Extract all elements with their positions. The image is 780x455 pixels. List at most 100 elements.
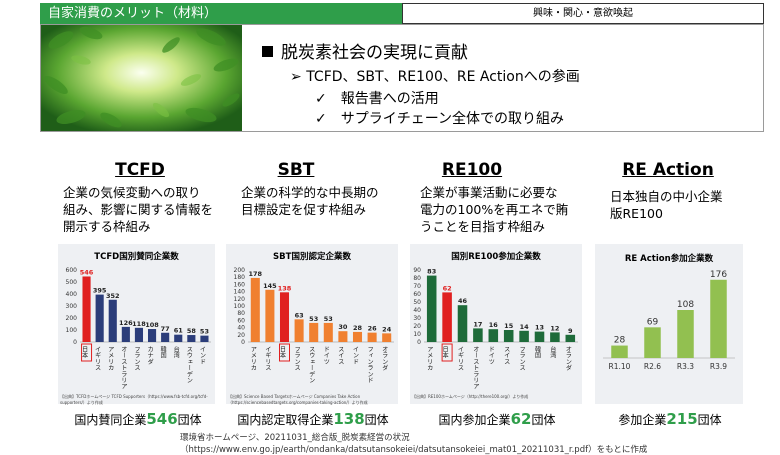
data-label: 145 — [263, 282, 277, 290]
bar — [174, 334, 183, 342]
data-label: 138 — [278, 284, 292, 292]
x-tick-label: インド — [198, 346, 205, 365]
chart-source: 【出典】Science Based Targetsホームページ Companie… — [228, 394, 368, 405]
y-tick-label: 70 — [413, 283, 421, 290]
banner-check-item: ✓ 報告書への活用 — [315, 91, 439, 107]
x-tick-label: フィンランド — [366, 346, 373, 383]
column-title-tcfd: TCFD — [115, 160, 165, 180]
x-tick-label: オランダ — [381, 346, 388, 372]
x-tick-label: R2.6 — [644, 362, 661, 371]
chart-source: 【出典】TCFDホームページ TCFD Supporters（https://w… — [60, 394, 208, 405]
column-footer-tcfd: 国内賛同企業546団体 — [74, 410, 202, 428]
y-tick-label: 80 — [413, 275, 421, 282]
x-tick-label: アメリカ — [426, 346, 433, 371]
y-tick-label: 60 — [237, 317, 245, 324]
bar — [338, 331, 348, 342]
bar — [352, 331, 363, 342]
x-tick-label: ドイツ — [322, 346, 329, 365]
data-label: 24 — [382, 325, 392, 333]
column-footer-re-action: 参加企業215団体 — [618, 410, 722, 428]
chart-re-action: 28 R1.10 69 R2.6 108 R3.3 176 R3.9 — [603, 270, 735, 371]
highlight-box — [81, 343, 93, 362]
y-tick-label: 180 — [234, 274, 246, 281]
data-label: 108 — [145, 321, 159, 329]
bar — [121, 326, 130, 342]
section-subtitle: 興味・関心・意欲喚起 — [402, 3, 764, 24]
x-tick-label: フランス — [518, 346, 525, 371]
data-label: 126 — [119, 319, 133, 327]
x-tick-label: イギリス — [94, 346, 101, 371]
bar — [134, 327, 144, 342]
bar — [565, 334, 576, 342]
arrow-bullet-icon: ➢ — [290, 69, 302, 85]
column-footer-sbt: 国内認定取得企業138団体 — [237, 410, 389, 428]
chart-tcfd: 0 100 200 300 400 500 600 546 日本 395 イギリス 352 アメリカ 12… — [66, 267, 211, 390]
data-label: 53 — [324, 315, 333, 323]
bar — [426, 275, 437, 342]
y-tick-label: 60 — [413, 291, 421, 298]
data-label: 118 — [132, 320, 146, 328]
x-tick-label: オーストラリア — [120, 346, 127, 390]
bar — [294, 319, 304, 342]
data-label: 30 — [338, 323, 348, 331]
bar — [519, 330, 529, 342]
data-label: 14 — [520, 323, 530, 331]
data-label: 178 — [249, 270, 263, 278]
bar — [534, 331, 545, 342]
x-tick-label: 日本 — [441, 346, 448, 360]
x-tick-label: オランダ — [564, 346, 571, 372]
data-label: 46 — [458, 297, 468, 305]
banner-check-item: ✓ サプライチェーン全体での取り組み — [315, 111, 565, 127]
data-label: 15 — [504, 322, 514, 330]
x-tick-label: アメリカ — [249, 346, 256, 371]
bar — [265, 289, 275, 342]
data-label: 9 — [568, 327, 573, 335]
bar — [457, 305, 468, 342]
source-note: 環境省ホームページ、20211031_総合版_脱炭素経営の状況（https://… — [180, 433, 648, 455]
y-tick-label: 100 — [234, 303, 246, 310]
chart-title: TCFD国別賛同企業数 — [94, 252, 179, 262]
bar — [147, 329, 157, 342]
column-footer-re100: 国内参加企業62団体 — [438, 410, 556, 428]
y-tick-label: 400 — [66, 291, 78, 298]
chart-title: 国別RE100参加企業数 — [451, 252, 541, 262]
square-bullet-icon — [262, 46, 273, 57]
bar — [250, 277, 260, 342]
x-tick-label: R3.3 — [677, 362, 694, 371]
y-tick-label: 80 — [237, 310, 245, 317]
y-tick-label: 40 — [413, 307, 421, 314]
bar — [309, 322, 319, 342]
x-tick-label: インド — [352, 346, 359, 365]
x-tick-label: スイス — [503, 346, 510, 365]
data-label: 83 — [427, 268, 436, 276]
bar — [382, 333, 392, 342]
data-label: 546 — [80, 268, 94, 276]
bar — [279, 292, 290, 342]
column-title-sbt: SBT — [277, 160, 315, 180]
data-label: 395 — [93, 287, 107, 295]
bar — [187, 335, 196, 342]
x-tick-label: 台湾 — [549, 345, 556, 359]
data-label: 69 — [647, 317, 659, 327]
x-tick-label: フランス — [293, 346, 300, 371]
column-desc-re-action: 日本独自の中小企業 版RE100 — [610, 189, 723, 221]
y-tick-label: 50 — [413, 299, 421, 306]
y-tick-label: 200 — [234, 267, 246, 274]
bar — [488, 329, 499, 342]
column-desc-sbt: 企業の科学的な中長期の 目標設定を促す枠組み — [241, 185, 379, 217]
y-tick-label: 500 — [66, 279, 78, 286]
y-tick-label: 140 — [234, 289, 246, 296]
x-tick-label: アメリカ — [107, 346, 114, 371]
y-tick-label: 200 — [66, 315, 78, 322]
data-label: 77 — [161, 325, 170, 333]
chart-title: RE Action参加企業数 — [624, 254, 714, 264]
data-label: 28 — [614, 336, 626, 346]
check-icon: ✓ — [315, 111, 327, 127]
x-tick-label: 韓国 — [159, 345, 166, 359]
x-tick-label: オーストラリア — [472, 346, 479, 390]
data-label: 13 — [535, 324, 544, 332]
y-tick-label: 20 — [413, 323, 421, 330]
y-tick-label: 100 — [66, 327, 78, 334]
